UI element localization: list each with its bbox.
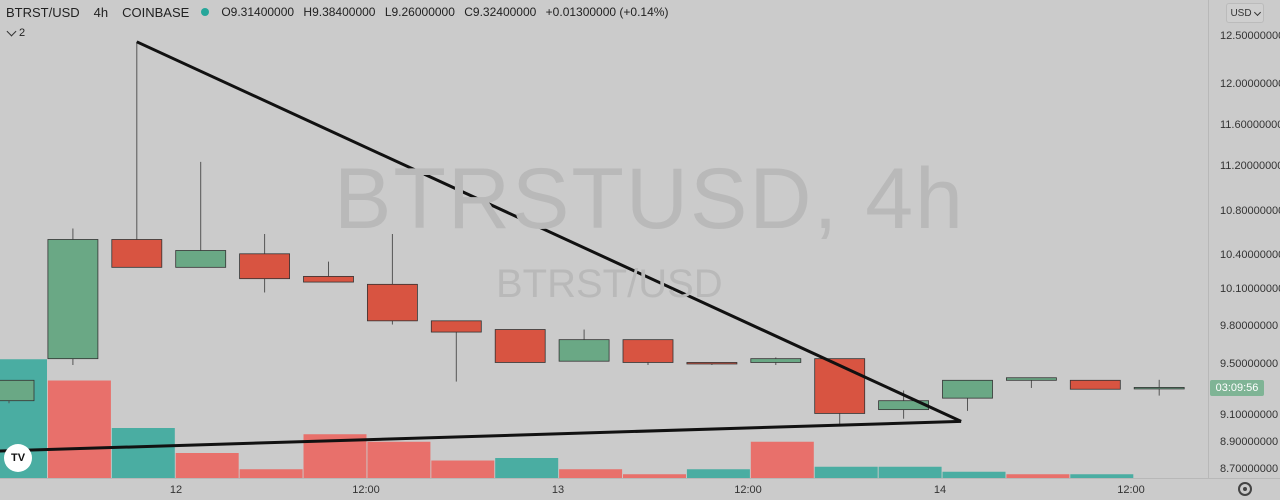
- volume-bar: [878, 466, 942, 478]
- price-tick-label: 10.10000000: [1220, 283, 1280, 295]
- indicator-count: 2: [19, 27, 26, 39]
- candle-body: [750, 358, 802, 363]
- watermark-pair: BTRST/USD: [496, 262, 723, 306]
- candle-body: [239, 253, 291, 280]
- volume-bar: [1006, 474, 1070, 478]
- trendline: [136, 40, 962, 423]
- price-tick-label: 12.50000000: [1220, 30, 1280, 42]
- price-tick-label: 11.20000000: [1220, 160, 1280, 172]
- price-axis[interactable]: 12.50000000 12.00000000 11.60000000 11.2000…: [1208, 0, 1280, 478]
- volume-bar: [111, 428, 175, 478]
- time-tick-label: 12:00: [352, 484, 380, 496]
- volume-bar: [47, 380, 111, 478]
- tradingview-logo[interactable]: TV: [4, 444, 32, 472]
- volume-bar: [559, 469, 623, 478]
- volume-bar: [175, 453, 239, 478]
- indicators-toggle-button[interactable]: 2: [6, 25, 38, 41]
- volume-bar: [1070, 474, 1134, 478]
- candle-body: [175, 250, 227, 268]
- candle-body: [430, 320, 482, 333]
- ohlc-values: O9.31400000 H9.38400000 L9.26000000 C9.3…: [221, 5, 674, 19]
- time-tick-label: 12: [169, 484, 183, 496]
- high-value: H9.38400000: [303, 5, 376, 19]
- time-axis[interactable]: 12 12:00 13 12:00 14 12:00: [0, 478, 1280, 500]
- price-tick-label: 10.80000000: [1220, 205, 1280, 217]
- price-tick-label: 9.50000000: [1220, 358, 1279, 370]
- open-value: O9.31400000: [221, 5, 295, 19]
- gear-icon[interactable]: [1238, 482, 1252, 496]
- candle-body: [558, 339, 610, 362]
- candle-body: [494, 329, 546, 363]
- volume-bar: [942, 471, 1006, 478]
- trendline: [0, 419, 962, 453]
- candle-body: [1069, 379, 1121, 390]
- legend-bar: BTRST/USD 4h COINBASE O9.31400000 H9.384…: [6, 3, 674, 21]
- currency-selector[interactable]: USD: [1226, 3, 1264, 23]
- chevron-down-icon: [6, 26, 17, 37]
- change-value: +0.01300000 (+0.14%): [545, 5, 669, 19]
- close-value: C9.32400000: [464, 5, 537, 19]
- exchange-label: COINBASE: [122, 4, 190, 20]
- volume-bar: [686, 469, 750, 478]
- candle-body: [622, 339, 674, 363]
- candle-body: [1133, 387, 1185, 390]
- timeframe-label[interactable]: 4h: [93, 4, 109, 20]
- candle-body: [814, 358, 866, 414]
- symbol-label[interactable]: BTRST/USD: [6, 4, 80, 20]
- low-value: L9.26000000: [384, 5, 455, 19]
- market-status-icon: [201, 8, 210, 16]
- time-tick-label: 12:00: [1117, 484, 1145, 496]
- candle-body: [111, 239, 163, 268]
- watermark-symbol: BTRSTUSD, 4h: [334, 151, 965, 247]
- candlestick-chart[interactable]: [0, 0, 1208, 478]
- time-tick-label: 13: [551, 484, 565, 496]
- volume-bar: [750, 441, 814, 478]
- volume-bar: [239, 469, 303, 478]
- volume-bar: [431, 460, 495, 478]
- price-tick-label: 12.00000000: [1220, 78, 1280, 90]
- candle-body: [366, 283, 418, 322]
- time-tick-label: 12:00: [734, 484, 762, 496]
- volume-bar: [495, 458, 559, 478]
- candle-body: [686, 362, 738, 365]
- volume-bar: [814, 466, 878, 478]
- time-tick-label: 14: [933, 484, 947, 496]
- volume-bar: [623, 474, 686, 478]
- bar-countdown: 03:09:56: [1210, 380, 1264, 396]
- price-tick-label: 11.60000000: [1220, 119, 1280, 131]
- price-tick-label: 9.10000000: [1220, 409, 1279, 421]
- price-tick-label: 10.40000000: [1220, 249, 1280, 261]
- price-tick-label: 9.80000000: [1220, 320, 1279, 332]
- candle-body: [0, 379, 35, 402]
- chevron-down-icon: [1253, 8, 1261, 16]
- price-tick-label: 8.70000000: [1220, 463, 1279, 475]
- candle-body: [1006, 377, 1057, 381]
- candle-body: [303, 275, 354, 283]
- candle-body: [942, 379, 993, 399]
- currency-label: USD: [1230, 7, 1252, 19]
- price-tick-label: 8.90000000: [1220, 436, 1279, 448]
- candle-body: [47, 239, 99, 360]
- volume-bar: [367, 441, 431, 478]
